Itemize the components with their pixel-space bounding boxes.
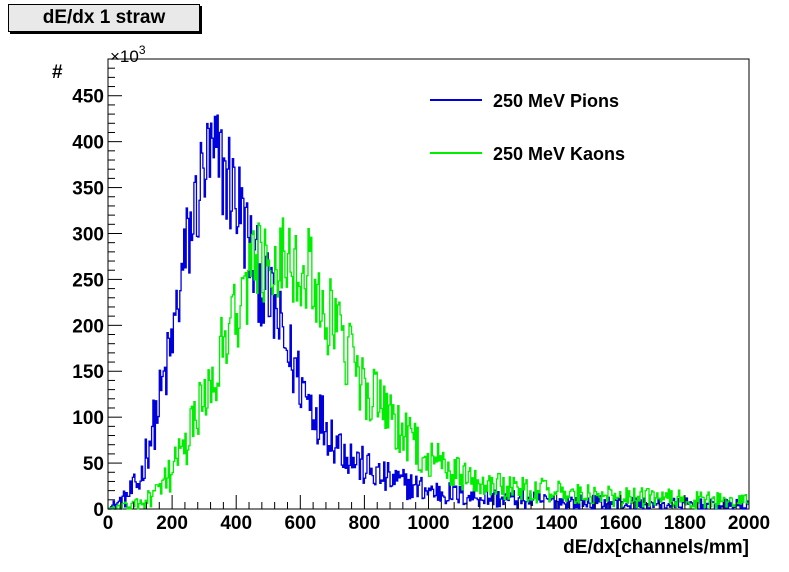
series-layer — [108, 114, 749, 510]
y-tick-label: 100 — [72, 408, 104, 429]
y-tick-label: 400 — [72, 133, 104, 154]
chart-title: dE/dx 1 straw — [8, 4, 200, 32]
y-tick-label: 150 — [72, 362, 104, 383]
y-tick-label: 350 — [72, 179, 104, 200]
x-tick-label: 800 — [349, 513, 381, 534]
y-multiplier-base: ×10 — [110, 47, 139, 66]
x-tick-label: 200 — [156, 513, 188, 534]
y-multiplier: ×103 — [110, 43, 146, 66]
x-tick-label: 0 — [103, 513, 114, 534]
legend-label-pions: 250 MeV Pions — [493, 91, 619, 111]
y-tick-label: 50 — [83, 454, 104, 475]
x-axis-title: dE/dx[channels/mm] — [563, 537, 749, 558]
x-tick-label: 1000 — [407, 513, 449, 534]
x-tick-label: 1800 — [664, 513, 706, 534]
axis-layer: 0 200 400 600 800 1000 1200 1400 1600 1800 2000 0 50… — [72, 58, 770, 534]
y-tick-label: 0 — [93, 500, 104, 521]
x-tick-label: 2000 — [728, 513, 770, 534]
y-multiplier-exponent: 3 — [139, 43, 146, 57]
series-line-kaons — [108, 217, 749, 510]
x-tick-label: 1600 — [600, 513, 642, 534]
y-axis-title: # — [52, 62, 63, 83]
plot-frame — [107, 58, 750, 510]
y-tick-label: 250 — [72, 270, 104, 291]
series-line-pions — [108, 114, 749, 510]
legend-label-kaons: 250 MeV Kaons — [493, 144, 625, 164]
y-tick-label: 300 — [72, 224, 104, 245]
x-tick-label: 400 — [220, 513, 252, 534]
legend: 250 MeV Pions 250 MeV Kaons — [430, 91, 625, 164]
x-tick-label: 1200 — [471, 513, 513, 534]
x-tick-label: 1400 — [536, 513, 578, 534]
y-tick-label: 450 — [72, 87, 104, 108]
x-tick-label: 600 — [284, 513, 316, 534]
y-tick-label: 200 — [72, 316, 104, 337]
